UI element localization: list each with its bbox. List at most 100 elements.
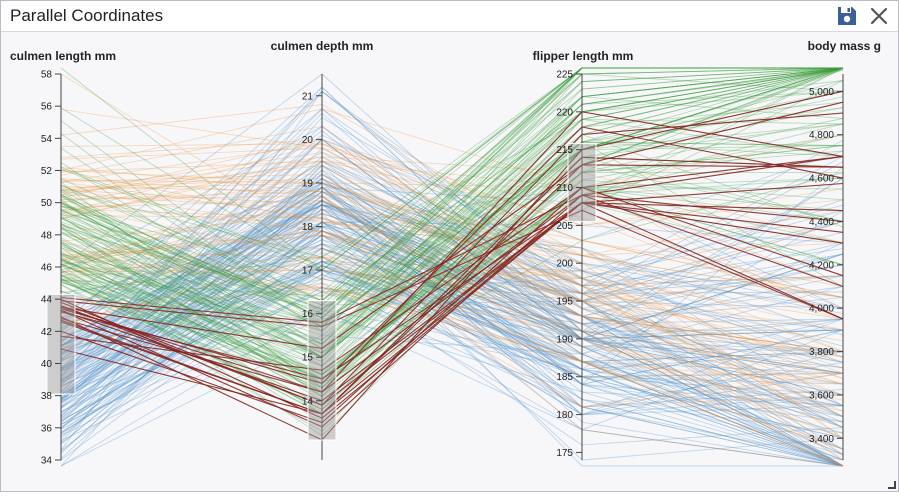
data-line-chinstrap (60, 147, 844, 369)
data-line-gentoo (60, 67, 844, 363)
data-line-chinstrap (60, 230, 844, 418)
tick-label: 195 (556, 297, 573, 308)
data-line-adelie (60, 225, 844, 467)
data-line-adelie (60, 182, 844, 355)
data-line-adelie (60, 269, 844, 446)
data-line-chinstrap (60, 179, 844, 320)
axis-brush[interactable] (567, 143, 597, 223)
data-line-adelie (60, 164, 844, 409)
data-line-adelie (60, 191, 844, 355)
data-line-gentoo (60, 67, 844, 397)
tick-label: 40 (41, 359, 53, 370)
data-line-chinstrap (60, 256, 844, 408)
tick-label: 180 (556, 410, 573, 421)
data-line-adelie (60, 182, 844, 428)
data-line-adelie (60, 112, 844, 385)
data-line-gentoo (60, 67, 844, 302)
data-line-adelie (60, 173, 844, 392)
axis-label: culmen depth mm (271, 39, 374, 53)
data-line-adelie (60, 212, 844, 321)
data-line-gentoo (60, 67, 844, 294)
data-line-gentoo (60, 73, 844, 358)
tick-label: 3,800 (809, 347, 834, 358)
data-line-adelie (60, 221, 844, 347)
data-line-adelie (60, 230, 844, 369)
title-bar: Parallel Coordinates (1, 1, 898, 32)
data-line-gentoo (60, 67, 844, 293)
data-line-adelie (60, 217, 844, 347)
tick-label: 4,800 (809, 130, 834, 141)
data-line-gentoo (60, 67, 844, 345)
data-line-adelie (60, 239, 844, 467)
data-line-gentoo (60, 134, 844, 380)
data-line-gentoo (60, 67, 844, 358)
tick-label: 58 (41, 70, 53, 81)
data-line-chinstrap (60, 287, 844, 467)
data-line-gentoo (60, 67, 844, 319)
tick-label: 36 (41, 423, 53, 434)
data-line-gentoo (60, 118, 844, 358)
tick-label: 4,000 (809, 304, 834, 315)
data-line-gentoo (60, 187, 844, 376)
data-line-adelie (60, 177, 844, 371)
data-line-gentoo (60, 118, 844, 402)
window-title: Parallel Coordinates (10, 6, 164, 25)
data-line-gentoo (60, 67, 844, 345)
data-line-adelie (60, 138, 844, 400)
tick-label: 52 (41, 166, 53, 177)
data-line-gentoo (60, 67, 843, 267)
data-line-adelie (60, 90, 844, 451)
save-icon[interactable] (836, 5, 858, 27)
data-line-gentoo (60, 67, 844, 354)
data-line-adelie (60, 221, 844, 431)
data-line-adelie (60, 166, 844, 385)
data-line-chinstrap (60, 73, 844, 408)
data-line-gentoo (60, 67, 844, 319)
data-line-chinstrap (60, 191, 844, 353)
data-line-adelie (60, 86, 844, 387)
tick-label: 19 (302, 178, 314, 189)
data-line-adelie (60, 199, 844, 374)
data-line-gentoo (60, 67, 844, 302)
data-line-adelie (60, 186, 844, 363)
data-line-gentoo (60, 67, 844, 328)
data-line-gentoo (60, 67, 844, 297)
data-line-gentoo (60, 80, 844, 341)
data-line-adelie (60, 204, 844, 325)
data-line-gentoo (60, 67, 844, 310)
resize-handle[interactable] (888, 481, 896, 489)
data-line-gentoo (60, 69, 844, 432)
data-line-gentoo (60, 141, 844, 389)
data-line-adelie (60, 204, 844, 467)
data-line-adelie (60, 186, 844, 416)
axis-brush[interactable] (307, 300, 337, 441)
data-line-chinstrap (60, 143, 844, 298)
data-line-adelie (60, 169, 844, 428)
data-line-selected (60, 164, 844, 350)
axis-brush[interactable] (46, 293, 76, 395)
tick-label: 4,200 (809, 260, 834, 271)
data-line-adelie (60, 260, 844, 387)
tick-label: 34 (41, 456, 53, 467)
data-line-adelie (60, 265, 844, 461)
tick-label: 48 (41, 230, 53, 241)
data-line-gentoo (60, 67, 844, 345)
close-icon[interactable] (868, 5, 890, 27)
tick-label: 200 (556, 259, 573, 270)
data-line-adelie (60, 125, 844, 407)
data-line-chinstrap (60, 256, 844, 396)
data-line-adelie (60, 230, 844, 467)
data-line-adelie (60, 212, 844, 461)
tick-label: 3,600 (809, 390, 834, 401)
data-line-adelie (60, 204, 844, 416)
data-line-gentoo (60, 67, 843, 358)
data-line-chinstrap (60, 194, 844, 439)
axis-label: body mass g (808, 39, 881, 53)
data-line-chinstrap (60, 125, 844, 358)
data-line-gentoo (60, 67, 844, 354)
data-line-gentoo (60, 67, 843, 315)
data-line-selected (60, 202, 844, 380)
data-line-selected (60, 101, 844, 415)
data-line-chinstrap (60, 205, 844, 380)
data-line-adelie (60, 226, 844, 339)
